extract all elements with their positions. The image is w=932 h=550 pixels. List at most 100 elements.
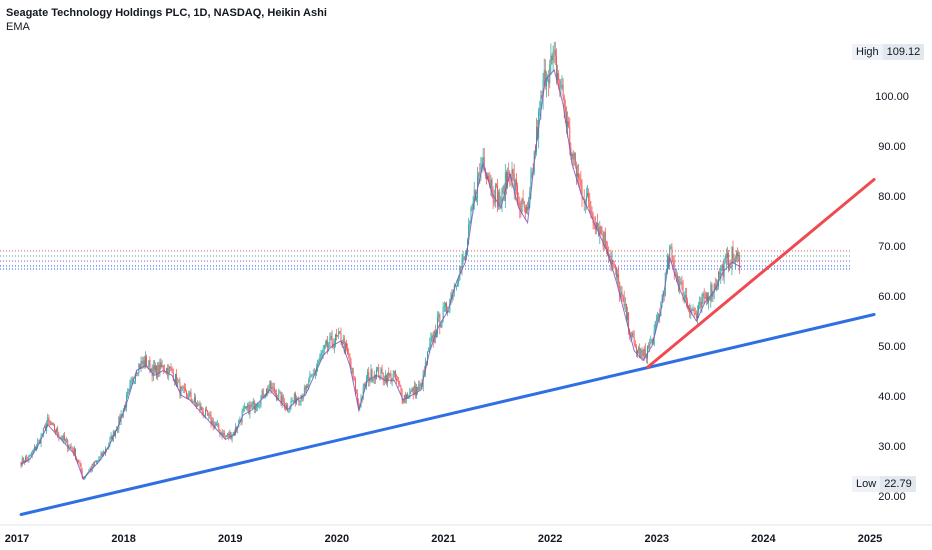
candle-body-512 — [589, 201, 591, 210]
candle-body-387 — [450, 294, 452, 301]
candle-body-48 — [74, 448, 75, 454]
candle-body-263 — [312, 373, 314, 375]
candle-body-308 — [362, 387, 364, 399]
x-tick-2017: 2017 — [4, 533, 30, 545]
candle-body-365 — [426, 362, 427, 364]
candle-body-183 — [223, 432, 225, 436]
candle-body-144 — [180, 387, 182, 396]
candle-body-568 — [651, 339, 653, 341]
candle-body-409 — [474, 189, 476, 200]
candle-body-380 — [442, 307, 444, 321]
candle-body-104 — [136, 372, 138, 375]
ema-line — [20, 68, 742, 480]
candle-body-429 — [497, 185, 498, 208]
candle-body-42 — [67, 439, 69, 449]
candle-body-586 — [671, 246, 673, 259]
y-tick-70: 70.00 — [878, 241, 906, 253]
candle-body-243 — [290, 401, 292, 408]
candle-body-623 — [712, 293, 714, 297]
candle-body-47 — [72, 450, 74, 454]
candle-body-163 — [201, 406, 203, 412]
candle-body-491 — [566, 112, 567, 127]
low-label: Low — [856, 478, 877, 490]
x-tick-2022: 2022 — [537, 533, 563, 545]
candle-body-486 — [560, 87, 562, 88]
candle-body-428 — [496, 184, 497, 186]
candle-body-37 — [61, 437, 63, 441]
candle-body-232 — [278, 393, 280, 400]
candle-body-0 — [20, 462, 22, 467]
candle-body-211 — [255, 407, 256, 410]
candle-body-54 — [80, 464, 82, 471]
candle-body-125 — [159, 362, 161, 374]
candle-body-221 — [266, 388, 267, 396]
candle-body-242 — [289, 407, 291, 411]
candle-body-154 — [191, 399, 193, 403]
candle-body-513 — [590, 209, 592, 214]
rising-trendline — [646, 178, 876, 369]
candle-body-212 — [256, 406, 257, 408]
candle-body-19 — [41, 434, 43, 436]
candle-body-294 — [347, 348, 349, 354]
candle-body-167 — [206, 409, 207, 411]
candle-body-141 — [177, 382, 179, 387]
candle-body-587 — [672, 258, 674, 261]
candle-body-312 — [367, 372, 369, 379]
candle-body-504 — [580, 179, 582, 186]
candle-body-27 — [50, 423, 52, 425]
candle-body-511 — [588, 193, 590, 202]
candle-body-208 — [251, 404, 253, 407]
candle-body-644 — [735, 252, 737, 259]
candle-body-447 — [517, 185, 518, 202]
candle-body-405 — [470, 209, 472, 221]
candle-body-591 — [677, 275, 678, 280]
candle-body-564 — [647, 346, 648, 359]
candle-body-646 — [738, 254, 739, 256]
candle-body-416 — [482, 157, 484, 165]
candle-body-443 — [512, 169, 514, 174]
candle-body-631 — [721, 264, 723, 270]
candle-body-521 — [599, 226, 601, 237]
candle-body-450 — [520, 208, 522, 212]
candle-body-36 — [60, 437, 62, 439]
candle-body-412 — [478, 173, 480, 177]
candle-body-329 — [386, 375, 387, 384]
candle-body-494 — [569, 126, 571, 148]
candle-body-324 — [380, 368, 382, 378]
candle-body-337 — [394, 370, 396, 379]
candle-body-44 — [69, 446, 71, 448]
candle-body-469 — [541, 95, 543, 98]
candle-body-628 — [718, 272, 719, 287]
candle-body-423 — [490, 179, 492, 188]
candle-body-467 — [539, 108, 541, 111]
candle-body-567 — [650, 340, 652, 345]
candle-body-262 — [311, 374, 313, 376]
candle-body-327 — [383, 380, 385, 382]
candle-body-140 — [176, 374, 177, 387]
candle-body-573 — [657, 317, 658, 319]
candle-body-149 — [186, 391, 187, 397]
candle-body-155 — [192, 401, 194, 403]
candle-body-68 — [96, 460, 98, 463]
candle-body-427 — [494, 184, 496, 203]
candle-body-191 — [232, 432, 234, 436]
candle-body-593 — [679, 283, 681, 291]
candle-body-525 — [603, 232, 605, 246]
chart-header: Seagate Technology Holdings PLC, 1D, NAS… — [6, 6, 327, 34]
candle-body-198 — [240, 420, 242, 422]
candle-body-226 — [271, 387, 273, 390]
candle-body-399 — [463, 257, 465, 260]
candle-body-273 — [323, 345, 325, 349]
candle-body-406 — [471, 207, 473, 210]
candle-body-161 — [199, 404, 201, 411]
candle-body-32 — [56, 428, 58, 433]
candle-body-293 — [346, 343, 347, 349]
candle-body-523 — [601, 234, 603, 236]
candle-body-347 — [406, 394, 407, 400]
candle-body-267 — [317, 364, 319, 368]
candle-body-200 — [242, 408, 244, 412]
candle-body-38 — [62, 435, 64, 441]
y-tick-20: 20.00 — [878, 491, 906, 503]
candle-body-207 — [250, 405, 252, 407]
